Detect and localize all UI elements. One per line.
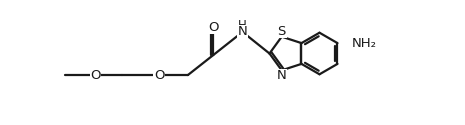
Text: O: O bbox=[90, 68, 101, 82]
Text: N: N bbox=[277, 69, 286, 82]
Text: O: O bbox=[208, 21, 219, 34]
Text: N: N bbox=[238, 26, 247, 38]
Text: O: O bbox=[154, 68, 165, 82]
Text: S: S bbox=[278, 25, 286, 38]
Text: H: H bbox=[238, 19, 247, 32]
Text: NH₂: NH₂ bbox=[352, 37, 376, 50]
